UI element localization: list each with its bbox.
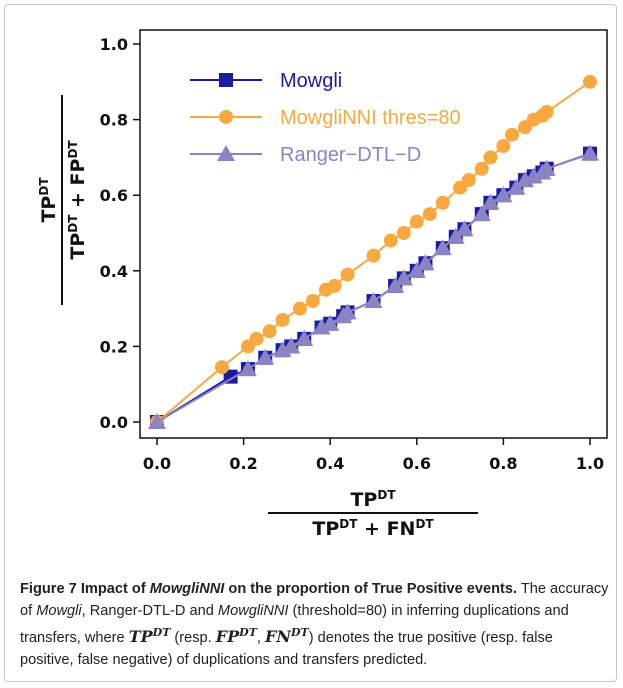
label-text: TP xyxy=(350,489,377,511)
legend-label: Ranger−DTL−D xyxy=(280,144,421,166)
marker xyxy=(396,226,411,240)
label-text: TP xyxy=(312,518,339,540)
x-tick-label: 0.6 xyxy=(403,454,431,473)
marker xyxy=(455,220,474,237)
caption-body: DT xyxy=(239,626,257,639)
marker xyxy=(505,127,520,142)
marker xyxy=(537,159,556,176)
y-tick-label: 0.2 xyxy=(100,337,128,356)
label-sup: DT xyxy=(377,488,396,502)
marker xyxy=(249,331,264,346)
caption-body: , Ranger-DTL-D and xyxy=(81,603,218,619)
x-tick-label: 0.0 xyxy=(143,454,171,473)
y-tick-label: 0.8 xyxy=(100,111,128,130)
marker xyxy=(394,269,413,286)
label-sup: DT xyxy=(66,214,80,233)
series xyxy=(148,144,599,429)
marker xyxy=(583,74,597,89)
marker xyxy=(581,144,599,161)
marker xyxy=(214,360,229,375)
label-sup: DT xyxy=(415,517,434,531)
series-line xyxy=(156,80,591,423)
marker xyxy=(494,186,513,203)
marker xyxy=(383,233,398,248)
legend-label: Mowgli xyxy=(280,70,342,92)
marker xyxy=(472,205,491,222)
label-text: TP xyxy=(67,233,89,260)
caption-title: Figure 7 Impact of xyxy=(20,581,150,597)
label-text: + FP xyxy=(67,158,89,214)
marker xyxy=(340,267,355,282)
marker xyxy=(539,105,554,120)
x-tick-label: 0.8 xyxy=(489,454,517,473)
x-tick-label: 1.0 xyxy=(576,454,604,473)
caption-body: ) denotes the true positive (resp. false… xyxy=(20,630,553,668)
marker xyxy=(219,110,233,124)
marker xyxy=(282,337,301,354)
series xyxy=(150,74,597,429)
label-sup: DT xyxy=(37,177,51,196)
marker xyxy=(481,193,500,210)
marker xyxy=(409,214,424,229)
marker xyxy=(295,329,314,346)
caption-body: DT xyxy=(152,626,171,639)
marker xyxy=(305,294,320,309)
label-text: TP xyxy=(38,196,60,223)
axis-label-part: TPDT + FPDT xyxy=(66,140,89,260)
x-tick-label: 0.2 xyxy=(229,454,257,473)
marker xyxy=(292,301,307,316)
caption-body: DT xyxy=(291,626,309,639)
marker xyxy=(256,348,275,365)
y-tick-label: 0.0 xyxy=(100,413,128,432)
marker xyxy=(416,254,435,271)
chart: 0.00.20.40.60.81.00.0 0.2 0.4 0.6 0.8 1.0TPDT… xyxy=(37,29,608,540)
caption-body: The accuracy of xyxy=(20,581,609,619)
marker xyxy=(366,248,381,263)
y-tick-label: 1.0 xyxy=(100,35,128,54)
marker xyxy=(219,73,233,87)
marker xyxy=(217,145,235,161)
marker xyxy=(327,278,342,293)
marker xyxy=(483,150,498,165)
caption-title: MowgliNNI xyxy=(149,581,225,597)
marker xyxy=(321,314,340,331)
marker xyxy=(338,303,357,320)
plot-frame xyxy=(139,29,608,439)
caption: Figure 7 Impact of MowgliNNI on the prop… xyxy=(20,578,610,671)
marker xyxy=(262,324,277,339)
caption-title: on the proportion of True Positive event… xyxy=(224,581,518,597)
axis-label-part: TPDT xyxy=(350,488,396,511)
marker xyxy=(148,413,166,429)
x-tick-label: 0.4 xyxy=(316,454,344,473)
marker xyxy=(275,312,290,327)
axis-label-part: TPDT xyxy=(37,177,60,223)
caption-body: (resp. xyxy=(170,630,216,646)
marker xyxy=(433,239,452,256)
caption-body: , xyxy=(256,630,266,646)
caption-body: FN xyxy=(265,627,291,646)
marker xyxy=(461,173,476,188)
label-sup: DT xyxy=(339,517,358,531)
y-tick-label: 0.6 xyxy=(100,186,128,205)
marker xyxy=(435,195,450,210)
label-text: + FN xyxy=(357,518,415,540)
marker xyxy=(364,292,383,309)
axis-label-part: TPDT + FNDT xyxy=(312,517,434,540)
marker xyxy=(422,207,437,222)
series-line xyxy=(156,152,591,423)
figure-frame xyxy=(4,4,617,682)
caption-body: Mowgli xyxy=(36,603,82,619)
label-sup: DT xyxy=(66,140,80,159)
caption-body: TP xyxy=(128,627,153,646)
y-tick-label: 0.4 xyxy=(100,262,128,281)
legend-label: MowgliNNI thres=80 xyxy=(280,107,461,129)
marker xyxy=(496,139,511,154)
marker xyxy=(474,161,489,176)
caption-body: (threshold=80) in inferring duplications… xyxy=(20,603,569,646)
marker xyxy=(238,360,257,377)
caption-body: MowgliNNI xyxy=(217,603,289,619)
caption-body: FP xyxy=(215,627,240,646)
